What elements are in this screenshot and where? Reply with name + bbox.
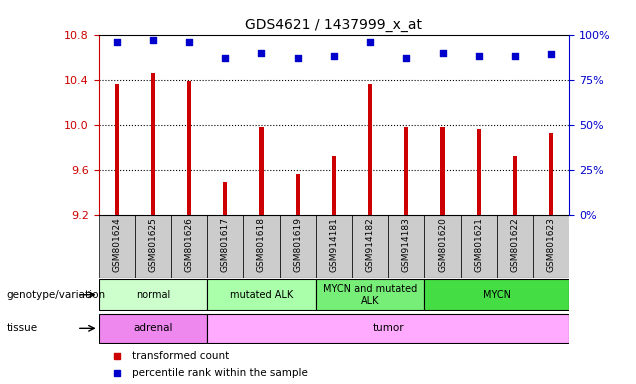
Bar [404, 127, 408, 215]
Bar [476, 129, 481, 215]
Text: adrenal: adrenal [133, 323, 172, 333]
Point [148, 37, 158, 43]
Text: GSM801621: GSM801621 [474, 217, 483, 272]
Bar [244, 215, 280, 278]
Bar [424, 279, 569, 310]
Text: transformed count: transformed count [132, 351, 229, 361]
Bar [440, 127, 445, 215]
Text: MYCN: MYCN [483, 290, 511, 300]
Title: GDS4621 / 1437999_x_at: GDS4621 / 1437999_x_at [245, 18, 422, 32]
Point [329, 53, 339, 59]
Text: GSM914183: GSM914183 [402, 217, 411, 272]
Text: GSM801623: GSM801623 [546, 217, 556, 272]
Text: GSM801619: GSM801619 [293, 217, 302, 272]
Point [401, 55, 411, 61]
Point [510, 53, 520, 59]
Bar [135, 215, 171, 278]
Bar [316, 215, 352, 278]
Point [365, 39, 375, 45]
Text: tissue: tissue [6, 323, 38, 333]
Text: GSM914181: GSM914181 [329, 217, 338, 272]
Text: mutated ALK: mutated ALK [230, 290, 293, 300]
Text: normal: normal [135, 290, 170, 300]
Text: percentile rank within the sample: percentile rank within the sample [132, 368, 307, 378]
Bar [280, 215, 316, 278]
Bar [533, 215, 569, 278]
Bar [207, 279, 316, 310]
Point [220, 55, 230, 61]
Text: GSM801617: GSM801617 [221, 217, 230, 272]
Bar [207, 215, 244, 278]
Bar [497, 215, 533, 278]
Point [184, 39, 194, 45]
Bar [388, 215, 424, 278]
Point [438, 50, 448, 56]
Text: GSM801626: GSM801626 [184, 217, 193, 272]
Bar [460, 215, 497, 278]
Bar [151, 73, 155, 215]
Bar [99, 314, 207, 343]
Bar [99, 279, 207, 310]
Bar [99, 215, 135, 278]
Text: GSM801625: GSM801625 [148, 217, 157, 272]
Bar [332, 156, 336, 215]
Bar [259, 127, 264, 215]
Text: GSM801620: GSM801620 [438, 217, 447, 272]
Bar [549, 133, 553, 215]
Text: GSM801622: GSM801622 [511, 217, 520, 272]
Bar [114, 84, 119, 215]
Bar [187, 81, 191, 215]
Bar [296, 174, 300, 215]
Point [474, 53, 484, 59]
Text: MYCN and mutated
ALK: MYCN and mutated ALK [323, 284, 417, 306]
Text: tumor: tumor [373, 323, 404, 333]
Point [111, 39, 121, 45]
Point [546, 51, 556, 58]
Text: genotype/variation: genotype/variation [6, 290, 106, 300]
Text: GSM801624: GSM801624 [112, 217, 121, 272]
Text: GSM801618: GSM801618 [257, 217, 266, 272]
Bar [513, 156, 517, 215]
Bar [207, 314, 569, 343]
Bar [424, 215, 460, 278]
Bar [352, 215, 388, 278]
Bar [368, 84, 372, 215]
Text: GSM914182: GSM914182 [366, 217, 375, 272]
Bar [316, 279, 424, 310]
Point [256, 50, 266, 56]
Bar [171, 215, 207, 278]
Bar [223, 182, 228, 215]
Point [293, 55, 303, 61]
